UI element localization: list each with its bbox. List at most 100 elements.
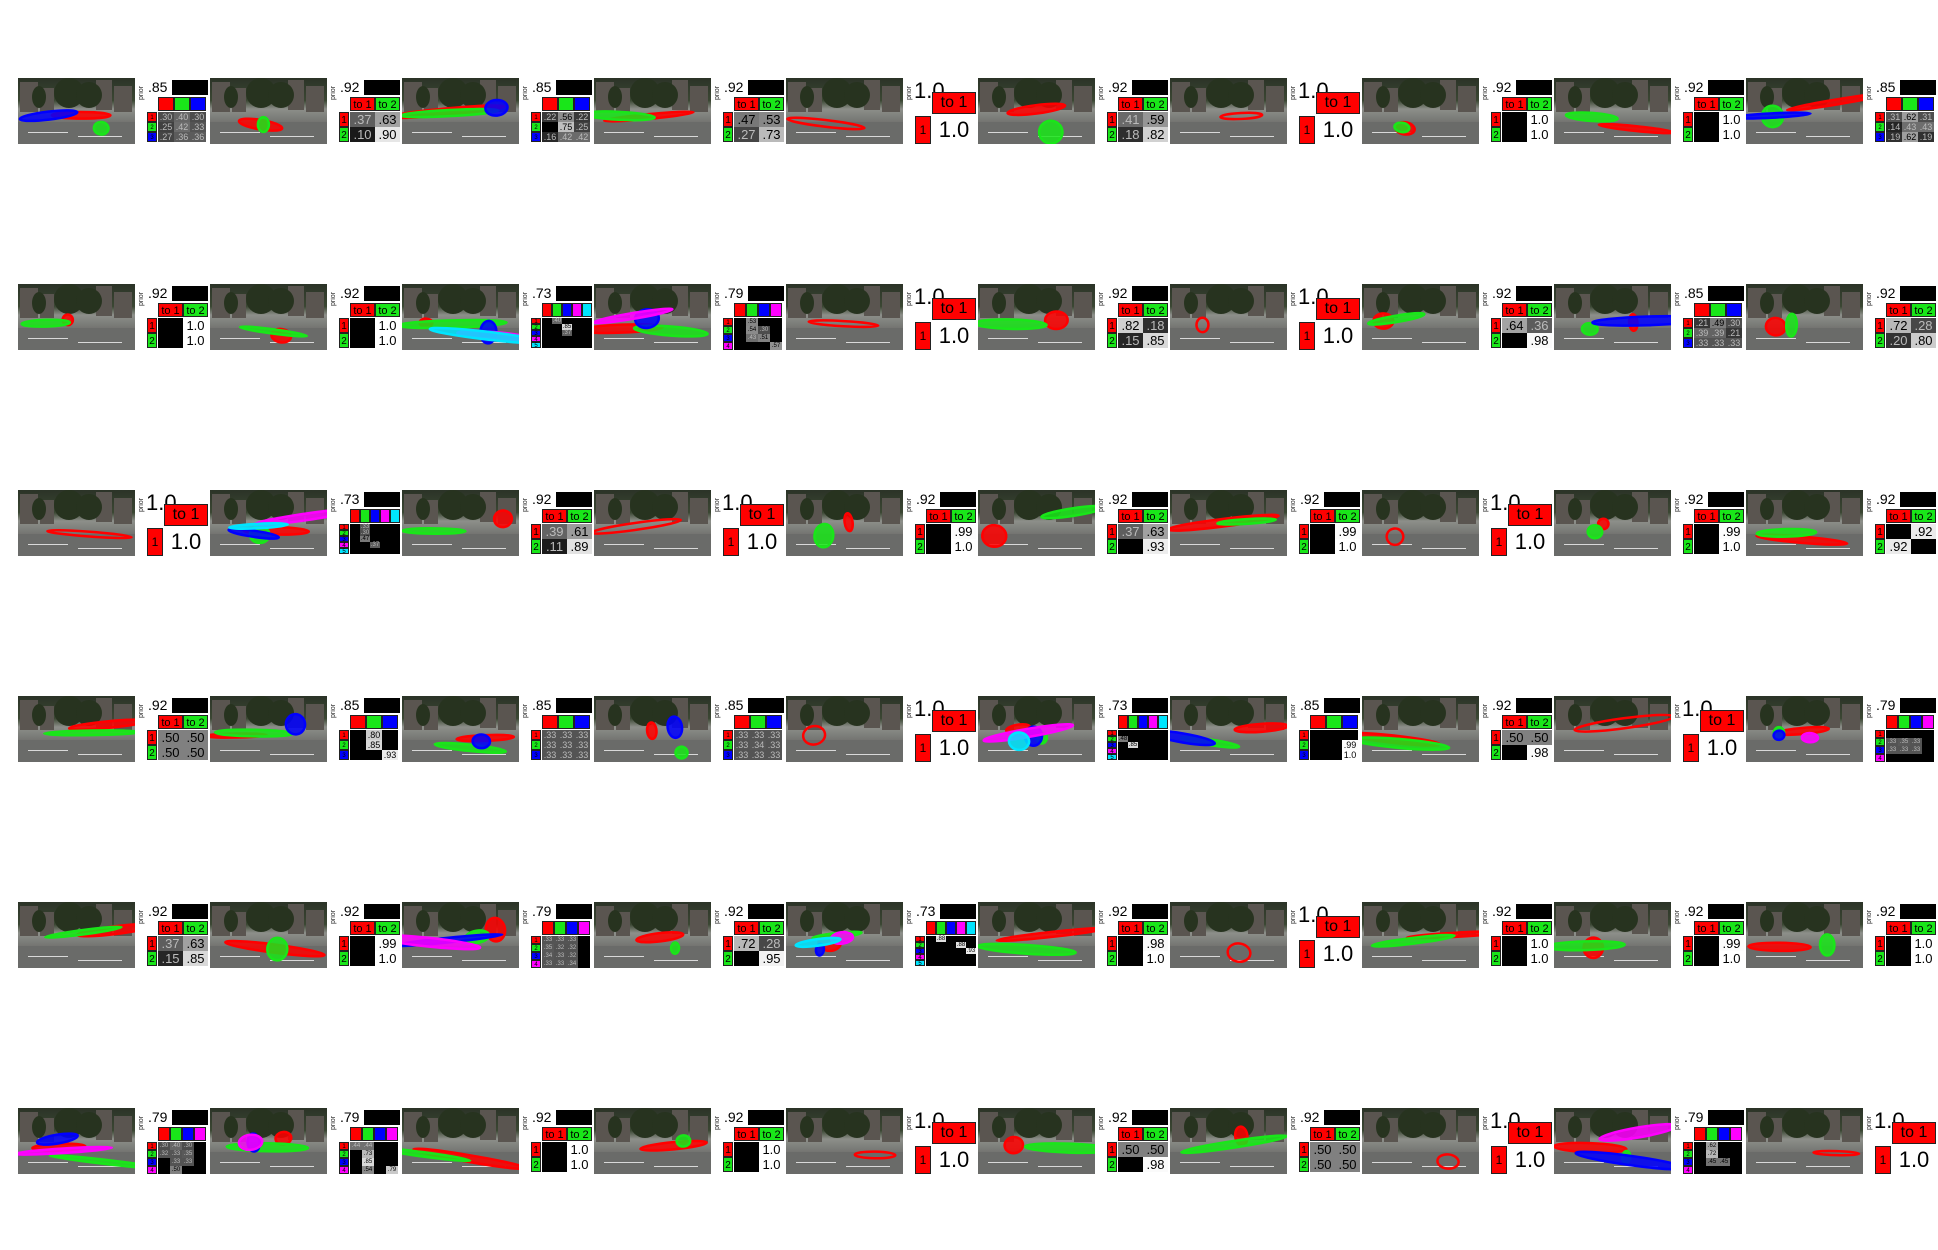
transition-panel: prior .92 to 1 to 2 1.50.50 2.50.50 — [138, 696, 208, 762]
cluster-ellipse — [1764, 316, 1787, 337]
street-image — [786, 78, 903, 144]
tree — [1612, 288, 1638, 314]
prior-bar — [748, 904, 784, 919]
lane-marking — [654, 960, 698, 961]
matrix-cell — [966, 942, 976, 948]
result-tile: prior .92 to 1 to 2 1.37.63 2 .93 — [978, 490, 1168, 556]
lane-marking — [220, 544, 260, 545]
row-label: 4 — [339, 542, 349, 549]
column-header: to 2 — [1719, 97, 1744, 111]
lane-marking — [1180, 750, 1220, 751]
tree — [416, 292, 430, 314]
building — [114, 292, 132, 318]
row-label: 1 — [1875, 524, 1885, 539]
matrix-cell: .85 — [183, 951, 208, 966]
row-label: 2 — [915, 942, 925, 949]
cluster-overlay — [1764, 312, 1799, 338]
cluster-ellipse — [44, 925, 123, 939]
tree — [1568, 86, 1582, 108]
prior-label: prior — [1482, 497, 1489, 512]
matrix-cell — [390, 536, 400, 542]
lane-marking — [1230, 136, 1274, 137]
road — [1362, 328, 1479, 350]
transition-panel: prior .73 1 .33 2 .30 3 .47 4 .37 5 — [330, 490, 400, 556]
matrix-cell: .33 — [360, 524, 370, 530]
tree — [1804, 906, 1830, 932]
cluster-ellipse — [1216, 517, 1278, 526]
prior-bar — [1708, 492, 1744, 507]
lane-marking — [604, 132, 644, 133]
result-tile: prior .92 to 1 to 2 1.37.63 2.15.85 — [18, 902, 208, 968]
matrix-cell: .27 — [158, 132, 174, 142]
column-header — [1886, 97, 1902, 111]
column-header: to 1 — [1118, 97, 1143, 111]
matrix-cell — [746, 342, 758, 350]
road — [1170, 328, 1287, 350]
tree — [1184, 1116, 1198, 1138]
street-image — [1554, 284, 1671, 350]
row-label: 2 — [1491, 333, 1501, 348]
cluster-ellipse — [35, 1132, 79, 1146]
matrix-cell — [946, 948, 956, 954]
building — [306, 704, 324, 730]
row-label: 1 — [339, 524, 349, 531]
prior-bar — [1708, 1110, 1744, 1125]
matrix-cell: .33 — [558, 740, 574, 750]
matrix-cell: .30 — [182, 1142, 194, 1150]
matrix-cell: .32 — [554, 944, 566, 952]
matrix-cell: 1.0 — [1911, 936, 1936, 951]
building — [498, 1116, 516, 1142]
lane-marking — [78, 548, 122, 549]
tree — [460, 494, 486, 520]
column-header — [1694, 303, 1710, 317]
prior-label: prior — [714, 1115, 721, 1130]
lane-marking — [1756, 132, 1796, 133]
prior-label: prior — [714, 85, 721, 100]
lane-marking — [796, 750, 836, 751]
lane-marking — [846, 136, 890, 137]
matrix-cell: .27 — [734, 127, 759, 142]
road — [18, 328, 135, 350]
matrix-cell: .99 — [375, 936, 400, 951]
row-label: 2 — [1491, 745, 1501, 760]
cluster-ellipse — [801, 724, 827, 746]
prior-value: .92 — [1876, 904, 1900, 919]
road — [1746, 1152, 1863, 1174]
matrix-cell — [542, 122, 558, 132]
cluster-overlay — [801, 724, 827, 746]
lane-marking — [28, 1162, 68, 1163]
cluster-overlay — [1746, 91, 1863, 129]
column-header: to 2 — [567, 1127, 592, 1141]
street-image — [210, 284, 327, 350]
building — [1650, 292, 1668, 318]
lane-marking — [1756, 750, 1796, 751]
matrix-cell — [966, 954, 976, 960]
row-label: 4 — [1683, 1166, 1693, 1174]
transition-panel: prior .92 to 1 to 2 1 1.0 2 1.0 — [1674, 78, 1744, 144]
matrix-cell — [946, 936, 956, 942]
lane-marking — [604, 1162, 644, 1163]
transition-panel: prior .92 to 1 to 2 1.64.36 2 .98 — [1482, 284, 1552, 350]
lane-marking — [1614, 342, 1658, 343]
transition-panel: prior .79 1.30.40.30 2.32.33.35 3.33.33 4.50 — [138, 1108, 208, 1174]
column-header — [572, 303, 582, 317]
matrix-cell — [390, 530, 400, 536]
building — [1842, 704, 1860, 730]
matrix-cell — [374, 1150, 386, 1158]
matrix-cell — [370, 536, 380, 542]
matrix-cell: .30 — [190, 112, 206, 122]
row-label: 3 — [339, 750, 349, 760]
building — [306, 1116, 324, 1142]
prior-bar — [748, 1110, 784, 1125]
prior-value: .73 — [532, 286, 556, 301]
column-header-to-1: to 1 — [932, 1122, 976, 1144]
row-label: 1 — [1683, 112, 1693, 127]
row-label: 1 — [723, 730, 733, 740]
prior-value: .92 — [148, 286, 172, 301]
row-label: 3 — [1875, 746, 1885, 754]
road — [786, 122, 903, 144]
column-header — [1910, 715, 1922, 729]
prior-label: prior — [714, 291, 721, 306]
prior-label: prior — [906, 85, 913, 100]
result-tile: prior .92 to 1 to 2 1.92 2.92 — [1746, 490, 1936, 556]
